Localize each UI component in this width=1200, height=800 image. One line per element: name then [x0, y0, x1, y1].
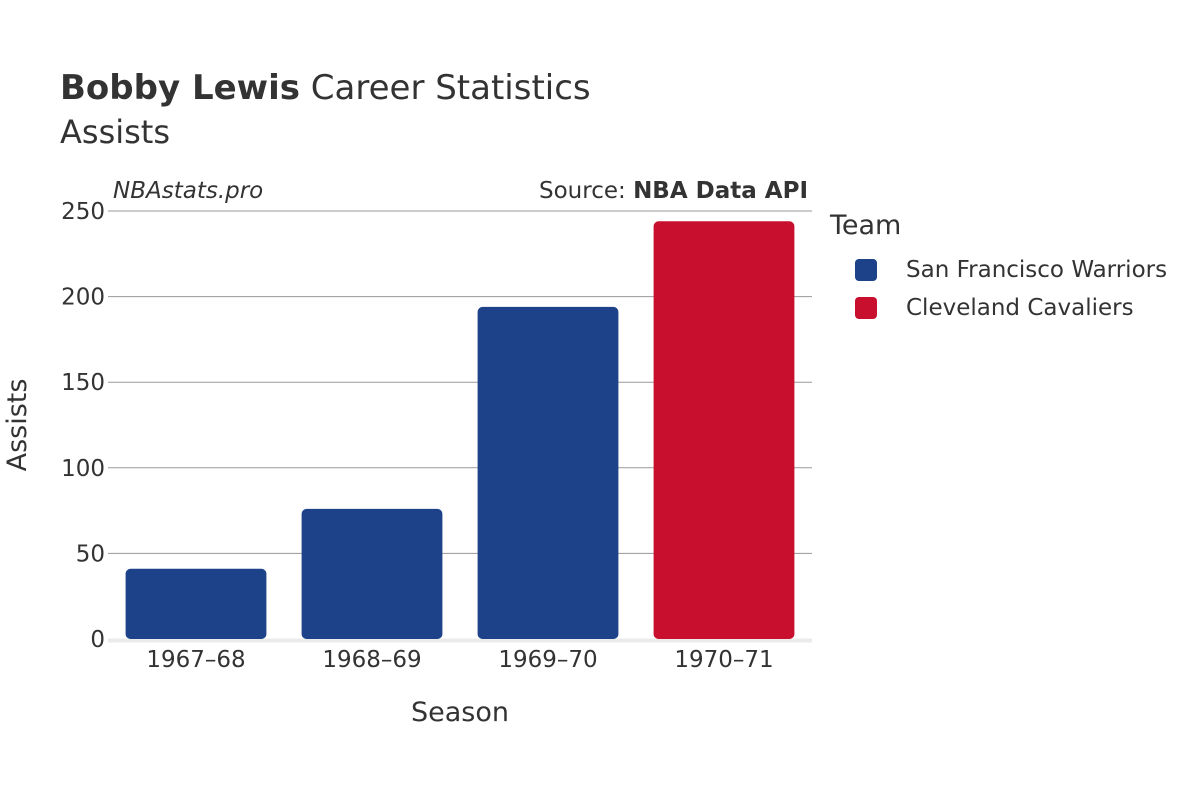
y-tick-label: 250 — [61, 199, 105, 225]
watermark: NBAstats.pro — [113, 178, 264, 204]
legend-title: Team — [830, 210, 902, 241]
player-name: Bobby Lewis — [60, 68, 300, 108]
chart-title: Bobby Lewis Career Statistics — [60, 68, 591, 108]
y-tick-label: 0 — [90, 627, 105, 653]
y-tick-label: 50 — [76, 541, 105, 567]
legend: Team San Francisco Warriors Cleveland Ca… — [830, 210, 1167, 327]
source-prefix: Source: — [539, 178, 626, 204]
bar — [653, 221, 795, 639]
legend-label-warriors: San Francisco Warriors — [906, 257, 1168, 283]
y-axis-title: Assists — [2, 379, 33, 472]
bar — [477, 306, 619, 639]
x-tick-label: 1968–69 — [322, 647, 421, 673]
y-tick-label: 200 — [61, 285, 105, 311]
y-tick-label: 150 — [61, 370, 105, 396]
legend-swatch-cavaliers — [855, 297, 877, 319]
y-tick-label: 100 — [61, 456, 105, 482]
title-rest: Career Statistics — [310, 68, 591, 108]
legend-label-cavaliers: Cleveland Cavaliers — [906, 295, 1134, 321]
x-tick-label: 1969–70 — [498, 647, 597, 673]
x-tick-label: 1967–68 — [146, 647, 245, 673]
source-credit: Source: NBA Data API — [539, 178, 808, 204]
chart-subtitle: Assists — [60, 113, 171, 151]
bar — [125, 568, 267, 639]
legend-item-warriors[interactable]: San Francisco Warriors — [830, 251, 1167, 289]
x-axis-title: Season — [411, 697, 509, 728]
legend-swatch-warriors — [855, 259, 877, 281]
legend-item-cavaliers[interactable]: Cleveland Cavaliers — [830, 289, 1167, 327]
source-name: NBA Data API — [633, 178, 808, 204]
bar — [301, 508, 443, 639]
x-tick-label: 1970–71 — [674, 647, 773, 673]
